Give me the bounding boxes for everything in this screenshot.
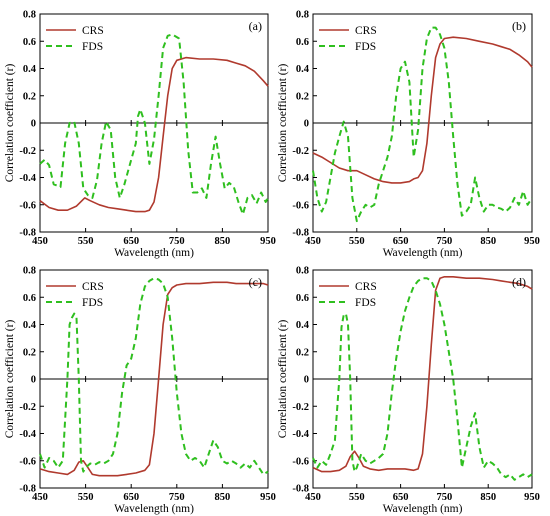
legend: CRS FDS (319, 281, 377, 309)
y-tick-label: -0.8 (19, 228, 36, 239)
x-tick-label: 650 (123, 492, 139, 503)
y-tick-label: -0.4 (19, 429, 36, 440)
chart-panel-c: 450 550 650 750 850 950 -0.8 -0.6 -0.4 -0.2 0 0.2 0.… (4, 266, 276, 516)
series-line-crs (39, 281, 269, 477)
legend-label-crs: CRS (355, 25, 377, 37)
chart-panel-d: 450 550 650 750 850 950 -0.8 -0.6 -0.4 -0.2 0 0.2 0.… (277, 266, 540, 516)
y-tick-label: -0.4 (292, 429, 309, 440)
x-tick-label: 750 (437, 236, 453, 247)
y-tick-label: -0.2 (19, 402, 36, 413)
chart-panel-b: 450 550 650 750 850 950 -0.8 -0.6 -0.4 -0.2 0 0.2 0.… (277, 10, 540, 260)
y-axis-title: Correlation coefficient (r) (4, 64, 16, 183)
x-tick-label: 450 (32, 492, 48, 503)
x-tick-label: 950 (260, 492, 276, 503)
y-tick-label: -0.6 (19, 200, 36, 211)
legend-label-crs: CRS (355, 281, 377, 293)
x-tick-label: 750 (169, 236, 185, 247)
x-tick-label: 550 (349, 492, 365, 503)
x-tick-label: 550 (78, 236, 94, 247)
legend-label-fds: FDS (82, 297, 103, 309)
legend: CRS FDS (319, 25, 377, 53)
y-tick-label: 0.2 (23, 347, 36, 358)
x-tick-label: 450 (32, 236, 48, 247)
y-axis-title: Correlation coefficient (r) (4, 320, 16, 439)
y-tick-label: -0.6 (19, 456, 36, 467)
y-tick-label: 0.8 (296, 10, 309, 21)
legend-label-fds: FDS (355, 41, 376, 53)
y-tick-label: 0.6 (23, 293, 36, 304)
x-axis-title: Wavelength (nm) (114, 247, 194, 259)
y-tick-label: -0.8 (19, 484, 36, 495)
chart-panel-a: 450 550 650 750 850 950 -0.8 -0.6 -0.4 -0.2 0 0.2 0.… (4, 10, 276, 260)
x-axis-title: Wavelength (nm) (383, 247, 463, 259)
y-tick-label: 0.8 (23, 266, 36, 277)
y-tick-label: 0.2 (296, 347, 309, 358)
x-tick-label: 550 (349, 236, 365, 247)
x-tick-label: 450 (305, 492, 321, 503)
y-tick-label: -0.8 (292, 228, 309, 239)
y-tick-label: -0.8 (292, 484, 309, 495)
legend-label-crs: CRS (82, 25, 104, 37)
x-tick-label: 850 (215, 236, 231, 247)
y-tick-label: 0.4 (296, 64, 310, 75)
y-tick-label: 0 (31, 375, 36, 386)
x-tick-label: 750 (437, 492, 453, 503)
x-tick-label: 650 (123, 236, 139, 247)
x-tick-label: 950 (524, 492, 540, 503)
series-line-crs (39, 56, 269, 213)
series-line-crs (312, 36, 533, 184)
y-tick-label: 0.2 (23, 91, 36, 102)
y-tick-label: 0 (304, 375, 309, 386)
y-tick-label: -0.2 (292, 146, 309, 157)
series-line-fds (312, 26, 533, 223)
x-tick-label: 850 (480, 492, 496, 503)
y-tick-label: 0.4 (296, 320, 310, 331)
y-axis-title: Correlation coefficient (r) (277, 64, 289, 183)
y-tick-label: 0 (31, 119, 36, 130)
y-tick-label: -0.6 (292, 456, 309, 467)
x-axis-title: Wavelength (nm) (383, 503, 463, 515)
series-line-fds (39, 277, 269, 476)
series-line-crs (312, 275, 533, 473)
x-tick-label: 950 (260, 236, 276, 247)
y-tick-label: 0.8 (296, 266, 309, 277)
legend-label-fds: FDS (82, 41, 103, 53)
y-tick-label: -0.6 (292, 200, 309, 211)
x-tick-label: 650 (393, 236, 409, 247)
y-tick-label: 0.4 (23, 64, 37, 75)
y-tick-label: -0.2 (19, 146, 36, 157)
x-tick-label: 450 (305, 236, 321, 247)
panel-label: (b) (512, 19, 526, 33)
y-tick-label: 0 (304, 119, 309, 130)
x-tick-label: 650 (393, 492, 409, 503)
panel-label: (a) (249, 19, 262, 33)
y-axis-title: Correlation coefficient (r) (277, 320, 289, 439)
y-tick-label: 0.6 (296, 37, 309, 48)
y-tick-label: 0.6 (23, 37, 36, 48)
y-tick-label: 0.8 (23, 10, 36, 21)
x-tick-label: 550 (78, 492, 94, 503)
y-tick-label: 0.4 (23, 320, 37, 331)
legend: CRS FDS (46, 281, 104, 309)
y-tick-label: 0.2 (296, 91, 309, 102)
y-tick-label: -0.4 (292, 173, 309, 184)
panel-label: (d) (512, 275, 526, 289)
y-tick-label: -0.4 (19, 173, 36, 184)
x-tick-label: 950 (524, 236, 540, 247)
legend: CRS FDS (46, 25, 104, 53)
x-tick-label: 850 (480, 236, 496, 247)
legend-label-crs: CRS (82, 281, 104, 293)
x-tick-label: 850 (215, 492, 231, 503)
panel-label: (c) (249, 275, 262, 289)
x-axis-title: Wavelength (nm) (114, 503, 194, 515)
y-tick-label: 0.6 (296, 293, 309, 304)
series-line-fds (312, 277, 533, 481)
x-tick-label: 750 (169, 492, 185, 503)
y-tick-label: -0.2 (292, 402, 309, 413)
series-line-fds (39, 33, 269, 216)
legend-label-fds: FDS (355, 297, 376, 309)
